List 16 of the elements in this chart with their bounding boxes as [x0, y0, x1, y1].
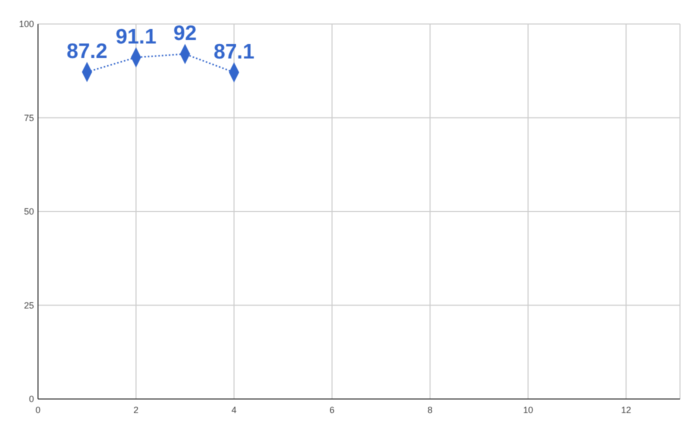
data-label: 87.2	[66, 40, 108, 63]
y-tick-label: 100	[18, 19, 34, 29]
data-label: 92	[173, 22, 197, 45]
x-tick-label: 0	[35, 405, 41, 415]
data-label: 91.1	[116, 25, 157, 48]
data-label: 87.1	[214, 40, 255, 64]
x-tick-label: 10	[523, 405, 534, 415]
y-tick-label: 50	[24, 206, 34, 216]
x-tick-label: 6	[330, 405, 335, 415]
x-tick-label: 8	[428, 405, 433, 415]
x-tick-label: 12	[621, 405, 632, 415]
x-tick-label: 4	[232, 405, 237, 415]
y-tick-label: 75	[24, 112, 34, 123]
x-tick-label: 2	[134, 405, 139, 415]
y-tick-label: 25	[24, 300, 34, 310]
y-tick-label: 0	[28, 394, 34, 404]
